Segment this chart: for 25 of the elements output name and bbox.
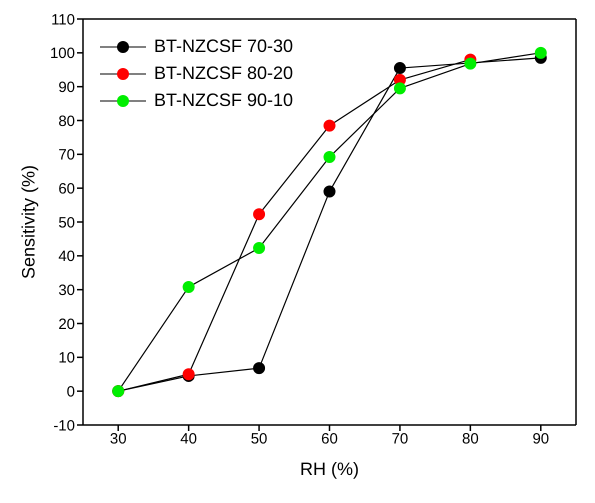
y-tick-label: 40 [58, 248, 75, 266]
x-tick-label: 30 [110, 430, 127, 448]
y-tick-label: 10 [58, 350, 75, 367]
legend-label: BT-NZCSF 90-10 [154, 90, 294, 111]
legend-label: BT-NZCSF 70-30 [154, 36, 294, 57]
x-tick-label: 80 [462, 430, 479, 448]
y-tick-label: 80 [58, 112, 75, 130]
y-axis-title: Sensitivity (%) [18, 164, 38, 280]
x-tick-label: 70 [392, 430, 408, 448]
y-tick-label: 70 [58, 146, 75, 164]
y-tick-label: 110 [51, 11, 75, 28]
y-tick-label: 60 [58, 180, 75, 198]
y-tick-label: 90 [58, 78, 75, 96]
y-tick-label: 50 [58, 214, 75, 232]
x-tick-label: 90 [532, 430, 550, 448]
x-tick-label: 40 [180, 430, 197, 448]
y-tick-label: 30 [58, 282, 75, 299]
x-tick-label: 50 [250, 430, 268, 448]
y-tick-label: 0 [66, 383, 75, 400]
x-axis-title: RH (%) [300, 459, 359, 479]
y-tick-label: 100 [50, 45, 75, 62]
x-tick-label: 60 [321, 430, 338, 448]
y-tick-label: -10 [53, 417, 75, 434]
y-tick-label: 20 [58, 316, 75, 333]
legend-label: BT-NZCSF 80-20 [154, 63, 294, 84]
